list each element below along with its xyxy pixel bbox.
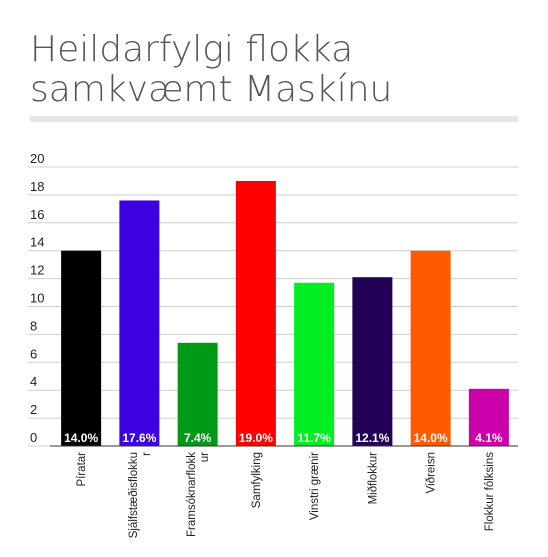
x-tick-label-line: Vinstri grænir [309,452,321,520]
x-tick-label-line: Samfylking [251,452,263,508]
bar [235,180,276,446]
data-label: 4.1% [475,431,503,445]
data-label: 11.7% [297,431,331,445]
bar [352,277,393,446]
bar [468,388,509,446]
x-tick-label-line: Framsóknarflokk [186,452,198,537]
x-axis: Píratar Sjálfstæðisflokku r Framsóknarflokk… [50,445,518,538]
x-tick-label: Píratar [76,452,88,487]
data-labels: 14.0% 17.6% 7.4% 19.0% 11.7% 12.1% 14.0% 4.1% [64,431,503,445]
data-label: 17.6% [122,431,156,445]
y-tick-label: 6 [30,346,37,361]
chart-title: Heildarfylgi flokka samkvæmt Maskínu [30,30,530,110]
bars [61,180,509,446]
x-tick-label: Sjálfstæðisflokku r [128,452,153,538]
y-tick-label: 10 [30,291,44,306]
x-tick-label: Samfylking [251,452,263,508]
data-label: 14.0% [414,431,448,445]
y-tick-label: 18 [30,179,44,194]
y-tick-label: 4 [30,374,37,389]
y-tick-label: 20 [30,151,44,166]
y-tick-label: 0 [30,430,37,445]
x-tick-label-line: Viðreisn [426,452,438,493]
x-tick-label: Miðflokkur [367,452,379,505]
y-tick-label: 14 [30,235,44,250]
x-tick-label-line: Sjálfstæðisflokku [128,452,140,538]
x-tick-label-line: Píratar [76,452,88,487]
bar [119,200,160,446]
y-axis: 0 2 4 6 8 10 12 14 16 18 20 [30,151,44,445]
bar [410,250,451,446]
x-tick-label-line: Miðflokkur [367,452,379,505]
bar [61,250,102,446]
x-tick-label: Vinstri grænir [309,452,321,520]
bar [177,342,218,446]
x-tick-label: Flokkur fólksins [484,452,496,531]
data-label: 12.1% [355,431,389,445]
data-label: 19.0% [239,431,273,445]
y-tick-label: 8 [30,318,37,333]
data-label: 14.0% [64,431,98,445]
x-tick-label: Framsóknarflokk ur [186,452,211,537]
y-tick-label: 16 [30,207,44,222]
x-tick-label: Viðreisn [426,452,438,493]
x-tick-label-line: r [141,452,153,456]
x-tick-label-line: ur [199,452,211,462]
bar [294,282,335,446]
data-label: 7.4% [184,431,212,445]
title-divider [30,116,518,122]
chart-title-line-2: samkvæmt Maskínu [30,69,393,110]
x-tick-label-line: Flokkur fólksins [484,452,496,531]
y-tick-label: 12 [30,263,44,278]
chart-title-line-1: Heildarfylgi flokka [30,29,354,70]
y-tick-label: 2 [30,402,37,417]
